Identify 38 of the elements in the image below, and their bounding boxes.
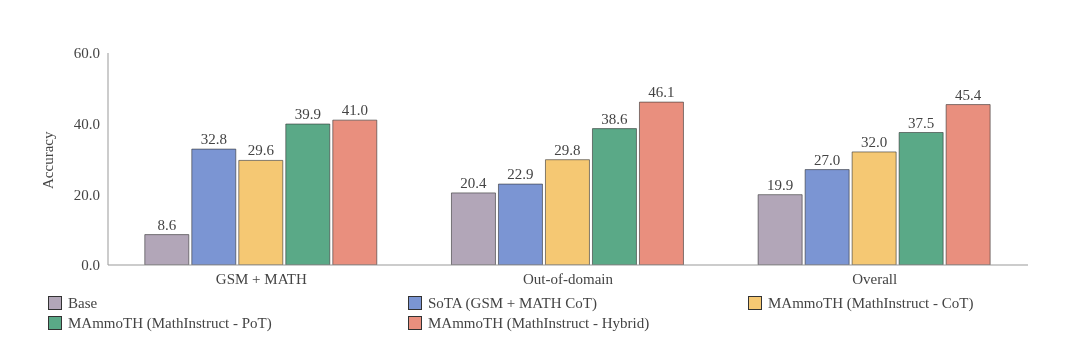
- x-tick-label: Overall: [852, 270, 898, 287]
- data-label: 37.5: [908, 114, 935, 131]
- bar: [498, 183, 543, 265]
- bar: [639, 101, 684, 265]
- bar: [545, 159, 590, 265]
- y-tick-label: 60.0: [73, 45, 100, 62]
- data-label: 32.8: [200, 131, 227, 148]
- data-label: 29.8: [554, 141, 581, 158]
- bar: [332, 119, 378, 265]
- x-tick-label: GSM + MATH: [215, 270, 307, 287]
- legend-label: Base: [68, 294, 98, 312]
- legend-label: MAmmoTH (MathInstruct - Hybrid): [428, 314, 650, 332]
- data-label: 8.6: [157, 216, 177, 233]
- bar: [451, 192, 496, 265]
- data-label: 19.9: [767, 176, 794, 193]
- data-label: 29.6: [247, 142, 275, 159]
- data-label: 27.0: [814, 151, 841, 168]
- data-label: 38.6: [601, 110, 629, 127]
- data-label: 45.4: [955, 86, 982, 103]
- x-tick-label: Out-of-domain: [523, 270, 614, 287]
- legend-label: MAmmoTH (MathInstruct - PoT): [68, 314, 272, 332]
- y-tick-label: 40.0: [73, 115, 100, 132]
- y-tick-label: 20.0: [73, 186, 100, 203]
- bar: [285, 123, 331, 265]
- data-label: 41.0: [341, 102, 368, 119]
- data-label: 22.9: [507, 166, 534, 183]
- bar: [144, 234, 190, 265]
- data-label: 46.1: [648, 84, 675, 101]
- legend-label: MAmmoTH (MathInstruct - CoT): [768, 294, 974, 312]
- bar: [592, 128, 637, 265]
- bar: [238, 160, 284, 265]
- data-label: 20.4: [460, 174, 488, 191]
- y-tick-label: 0.0: [81, 257, 100, 274]
- legend-label: SoTA (GSM + MATH CoT): [428, 294, 597, 312]
- bar: [191, 148, 237, 265]
- data-label: 39.9: [294, 106, 321, 123]
- data-label: 32.0: [861, 133, 888, 150]
- y-axis-title: Accuracy: [40, 131, 57, 189]
